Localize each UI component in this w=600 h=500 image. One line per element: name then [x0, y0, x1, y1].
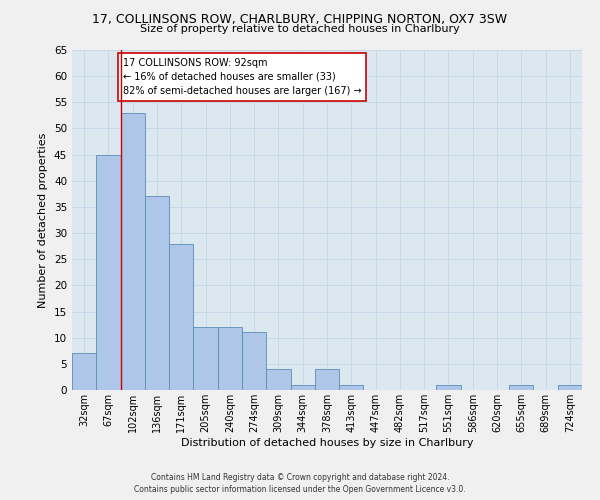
- Text: Contains HM Land Registry data © Crown copyright and database right 2024.
Contai: Contains HM Land Registry data © Crown c…: [134, 472, 466, 494]
- Bar: [290, 385, 315, 390]
- Bar: [558, 385, 582, 390]
- Bar: [121, 113, 145, 390]
- Bar: [72, 354, 96, 390]
- Bar: [96, 154, 121, 390]
- Bar: [145, 196, 169, 390]
- Y-axis label: Number of detached properties: Number of detached properties: [38, 132, 49, 308]
- Bar: [339, 385, 364, 390]
- Text: 17 COLLINSONS ROW: 92sqm
← 16% of detached houses are smaller (33)
82% of semi-d: 17 COLLINSONS ROW: 92sqm ← 16% of detach…: [123, 58, 362, 96]
- Bar: [315, 369, 339, 390]
- Bar: [509, 385, 533, 390]
- Bar: [169, 244, 193, 390]
- Bar: [266, 369, 290, 390]
- Bar: [436, 385, 461, 390]
- Text: Size of property relative to detached houses in Charlbury: Size of property relative to detached ho…: [140, 24, 460, 34]
- Bar: [242, 332, 266, 390]
- Text: 17, COLLINSONS ROW, CHARLBURY, CHIPPING NORTON, OX7 3SW: 17, COLLINSONS ROW, CHARLBURY, CHIPPING …: [92, 12, 508, 26]
- X-axis label: Distribution of detached houses by size in Charlbury: Distribution of detached houses by size …: [181, 438, 473, 448]
- Bar: [218, 327, 242, 390]
- Bar: [193, 327, 218, 390]
